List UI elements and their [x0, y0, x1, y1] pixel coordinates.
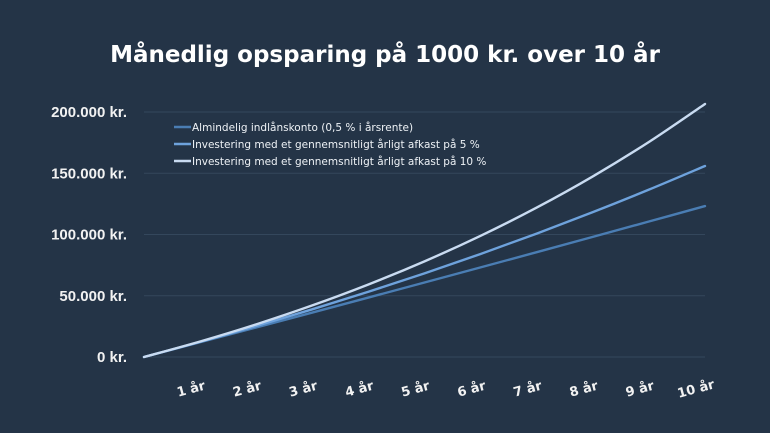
legend-label: Investering med et gennemsnitligt årligt… — [192, 155, 486, 168]
x-tick-label: 4 år — [344, 379, 376, 401]
y-tick-label: 50.000 kr. — [59, 288, 127, 305]
y-tick-label: 150.000 kr. — [51, 165, 127, 182]
y-tick-label: 0 kr. — [97, 349, 127, 366]
x-tick-label: 3 år — [288, 379, 320, 401]
x-tick-label: 2 år — [231, 379, 263, 401]
x-tick-label: 10 år — [676, 377, 717, 401]
series-line — [142, 102, 707, 359]
x-tick-label: 7 år — [512, 379, 544, 401]
x-tick-label: 6 år — [456, 379, 488, 401]
x-tick-label: 5 år — [400, 379, 432, 401]
x-tick-label: 8 år — [568, 379, 600, 401]
legend-label: Almindelig indlånskonto (0,5 % i årsrent… — [192, 121, 413, 134]
y-tick-label: 200.000 kr. — [51, 104, 127, 121]
legend-label: Investering med et gennemsnitligt årligt… — [192, 138, 480, 151]
y-tick-label: 100.000 kr. — [51, 227, 127, 244]
x-tick-label: 9 år — [624, 379, 656, 401]
x-tick-label: 1 år — [175, 379, 207, 401]
chart-title: Månedlig opsparing på 1000 kr. over 10 å… — [110, 41, 660, 68]
